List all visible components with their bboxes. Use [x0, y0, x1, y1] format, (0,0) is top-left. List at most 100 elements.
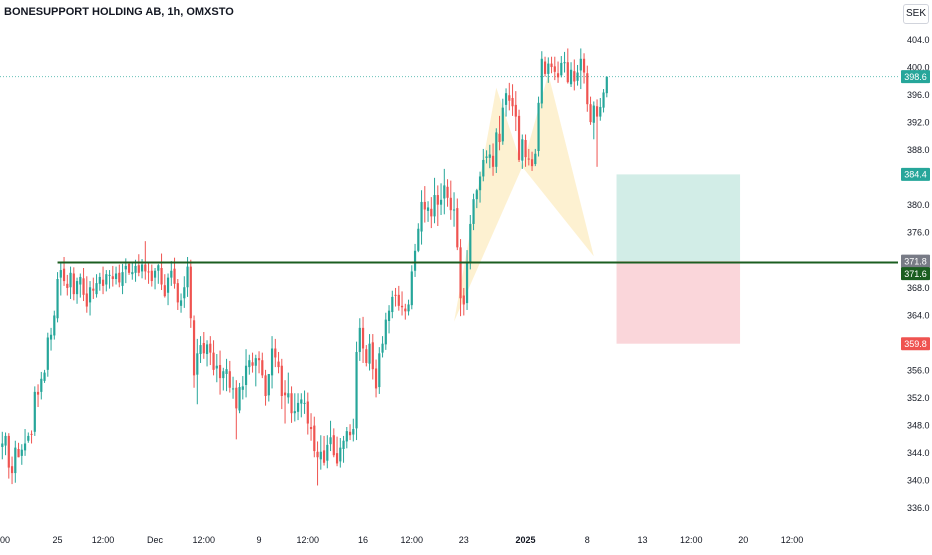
- candle-body: [118, 272, 121, 283]
- candle-body: [446, 186, 449, 198]
- candle: [540, 51, 543, 109]
- candle-body: [582, 58, 586, 73]
- candle: [202, 332, 205, 359]
- candle: [446, 179, 449, 207]
- candle: [469, 215, 472, 270]
- candle-body: [222, 371, 225, 379]
- candle: [192, 315, 196, 388]
- candle: [215, 354, 218, 383]
- candle-body: [283, 392, 287, 396]
- candle-body: [274, 348, 277, 358]
- candle-body: [345, 431, 348, 442]
- candle: [131, 262, 134, 280]
- time-tick-label: 12:00: [401, 535, 424, 545]
- candle: [368, 334, 371, 371]
- candle: [394, 287, 397, 307]
- candle: [254, 354, 257, 387]
- price-tick-label: 368.0: [907, 283, 930, 293]
- candle-body: [244, 365, 248, 385]
- stop-price-tag-bg: [901, 337, 930, 351]
- candle: [332, 428, 335, 458]
- candle-body: [482, 159, 485, 177]
- candle-body: [495, 132, 498, 167]
- candle: [72, 267, 75, 301]
- candle: [569, 62, 573, 87]
- candle: [30, 430, 33, 444]
- price-tick-label: 340.0: [907, 475, 930, 485]
- time-tick-label: 20: [738, 535, 748, 545]
- candle: [228, 360, 231, 393]
- candle-body: [348, 431, 352, 436]
- time-axis[interactable]: 00 25 12:00 Dec 12:00 9 12:00 16 12:00 23 2025 8 13 1…: [0, 535, 803, 545]
- candle: [374, 359, 378, 398]
- candle: [579, 48, 582, 90]
- candle-body: [413, 250, 417, 271]
- candle-body: [144, 264, 147, 272]
- candle: [322, 435, 326, 466]
- candle: [456, 198, 459, 251]
- time-tick-label: 23: [459, 535, 469, 545]
- candle-body: [192, 320, 196, 376]
- candle: [114, 266, 118, 285]
- candle: [355, 341, 358, 441]
- candle-body: [131, 272, 134, 275]
- candle: [462, 287, 465, 316]
- candle-body: [56, 279, 59, 319]
- candle: [270, 336, 274, 389]
- time-tick-label: 8: [585, 535, 590, 545]
- target-price-tag-bg: [901, 167, 930, 181]
- candle: [105, 270, 108, 292]
- candle: [384, 312, 387, 350]
- candle: [472, 193, 475, 231]
- candle-body: [524, 139, 527, 158]
- candle: [504, 88, 508, 117]
- candle: [475, 188, 478, 209]
- candle-body: [410, 271, 413, 306]
- candle: [524, 134, 527, 167]
- candle: [88, 281, 92, 316]
- entry-price-tag-bg: [901, 254, 930, 268]
- candle-body: [306, 401, 309, 424]
- candle: [69, 266, 72, 299]
- candle-body: [79, 276, 82, 285]
- candle-body: [241, 386, 244, 390]
- candle: [166, 273, 170, 306]
- candle: [423, 186, 426, 223]
- candle-body: [183, 287, 186, 299]
- candle: [573, 59, 576, 91]
- candle-body: [556, 73, 560, 78]
- candle-body: [108, 274, 111, 276]
- price-tick-label: 344.0: [907, 448, 930, 458]
- candle-body: [498, 133, 501, 143]
- stop-price-tag: 359.8: [904, 339, 927, 349]
- candle: [261, 352, 264, 379]
- candle: [179, 293, 183, 313]
- candle-body: [504, 93, 508, 105]
- candle-body: [566, 62, 569, 83]
- candle: [426, 201, 430, 222]
- candle-body: [287, 393, 290, 398]
- candle-body: [332, 435, 335, 456]
- candle-body: [384, 319, 387, 345]
- candle-body: [225, 369, 228, 374]
- candle-body: [407, 304, 410, 312]
- candle-body: [166, 277, 170, 293]
- candle: [491, 143, 495, 176]
- candle: [62, 256, 66, 286]
- candle: [257, 351, 261, 374]
- candle-body: [212, 352, 215, 370]
- candle-body: [127, 263, 131, 273]
- candle-body: [550, 63, 553, 68]
- candle: [433, 177, 436, 224]
- candle-body: [563, 62, 566, 64]
- candle: [449, 180, 452, 220]
- candle-body: [426, 207, 430, 211]
- candle: [199, 336, 202, 363]
- candle-body: [456, 208, 459, 248]
- currency-button[interactable]: SEK: [903, 4, 929, 24]
- candle: [361, 316, 365, 363]
- candle: [306, 392, 309, 435]
- candle: [547, 57, 550, 83]
